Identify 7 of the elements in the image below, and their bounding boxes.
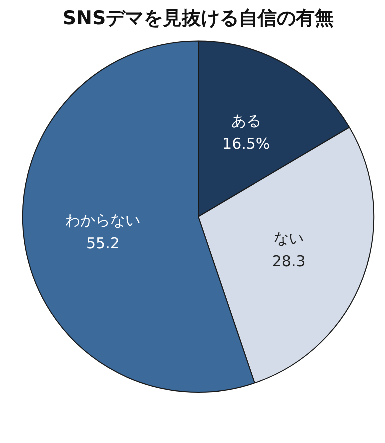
slice-label: ない bbox=[274, 229, 304, 248]
slice-label: わからない bbox=[66, 212, 141, 230]
data-label: 55.2 bbox=[86, 234, 120, 252]
data-label: 28.3 bbox=[272, 252, 306, 270]
data-label: 16.5% bbox=[222, 134, 270, 153]
chart-title: SNSデマを見抜ける自信の有無 bbox=[62, 7, 334, 30]
slice-label: ある bbox=[231, 112, 262, 130]
